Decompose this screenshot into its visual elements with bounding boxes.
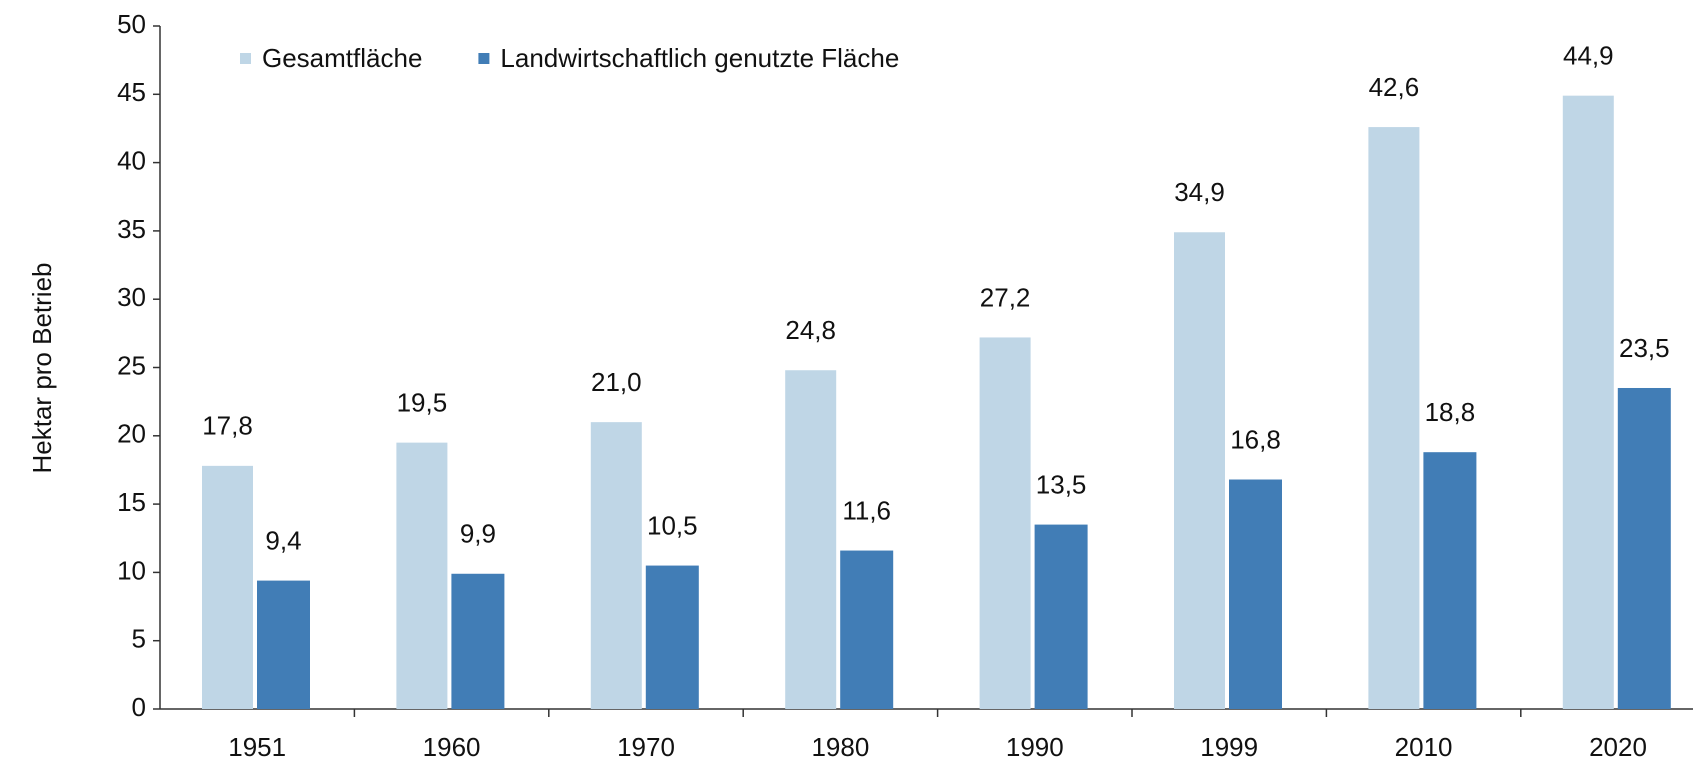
y-tick-label: 5 [132, 624, 146, 654]
value-label: 9,4 [265, 525, 301, 555]
x-tick-label: 2020 [1589, 732, 1647, 762]
y-tick-label: 30 [117, 282, 146, 312]
bar [451, 573, 505, 709]
value-label: 17,8 [202, 411, 253, 441]
x-tick-label: 1990 [1006, 732, 1064, 762]
bar [590, 422, 642, 709]
legend-swatch [478, 53, 490, 64]
legend-swatch [240, 53, 251, 64]
y-tick-label: 45 [117, 77, 146, 107]
bar [1368, 127, 1420, 710]
value-label: 13,5 [1036, 469, 1087, 499]
y-tick-label: 40 [117, 145, 146, 175]
bar [202, 465, 253, 709]
value-label: 19,5 [397, 388, 448, 418]
value-label: 9,9 [460, 519, 496, 549]
bar [257, 580, 310, 709]
bar [1617, 387, 1671, 709]
value-label: 44,9 [1563, 41, 1614, 71]
y-tick-label: 15 [117, 487, 146, 517]
x-tick-label: 1951 [228, 732, 286, 762]
value-label: 18,8 [1425, 397, 1476, 427]
bar [1034, 524, 1088, 709]
bar [785, 370, 837, 709]
value-label: 16,8 [1230, 424, 1281, 454]
x-tick-label: 1999 [1200, 732, 1258, 762]
bar [1174, 232, 1225, 710]
y-tick-label: 25 [117, 350, 146, 380]
y-tick-label: 0 [132, 692, 146, 722]
value-label: 21,0 [591, 367, 642, 397]
value-label: 42,6 [1369, 72, 1420, 102]
value-label: 24,8 [785, 315, 836, 345]
value-label: 11,6 [842, 495, 891, 525]
y-tick-label: 20 [117, 419, 146, 449]
value-label: 23,5 [1619, 333, 1670, 363]
bar [1562, 95, 1614, 709]
x-tick-label: 2010 [1395, 732, 1453, 762]
legend-label: Gesamtfläche [262, 43, 422, 73]
y-tick-label: 50 [117, 9, 146, 39]
value-label: 10,5 [647, 510, 698, 540]
bar [645, 565, 699, 709]
x-tick-label: 1970 [617, 732, 675, 762]
y-tick-label: 10 [117, 555, 146, 585]
bar [1229, 479, 1282, 709]
x-tick-label: 1980 [811, 732, 869, 762]
bar [840, 550, 894, 709]
x-tick-label: 1960 [423, 732, 481, 762]
bar [1423, 452, 1477, 709]
value-label: 34,9 [1174, 177, 1225, 207]
legend-label: Landwirtschaftlich genutzte Fläche [500, 43, 899, 73]
y-tick-label: 35 [117, 214, 146, 244]
bar [396, 442, 448, 709]
value-label: 27,2 [980, 282, 1031, 312]
bar [979, 337, 1031, 709]
y-axis-title: Hektar pro Betrieb [27, 263, 57, 474]
